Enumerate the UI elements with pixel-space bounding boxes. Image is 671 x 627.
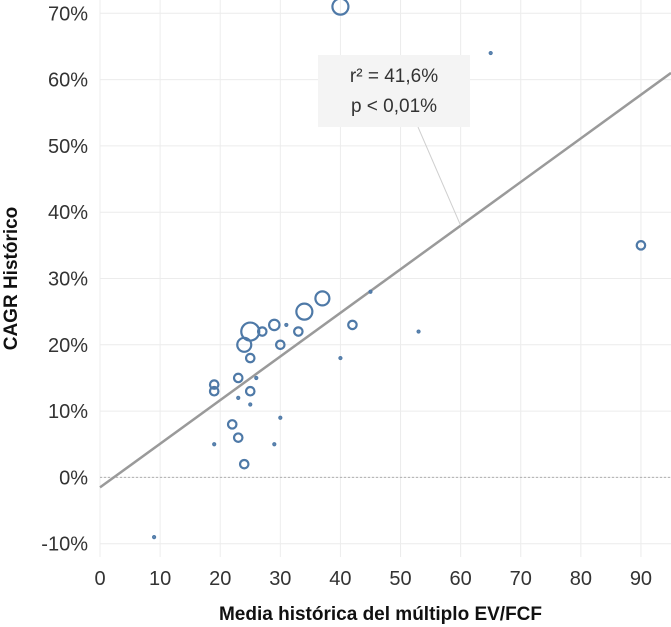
data-point (331, 0, 350, 16)
y-tick-label: 40% (48, 202, 88, 224)
y-tick-label: 50% (48, 136, 88, 158)
data-point (635, 240, 647, 251)
y-tick-label: 0% (59, 467, 88, 489)
data-point (212, 442, 217, 447)
data-point (232, 372, 244, 384)
data-point (338, 355, 343, 361)
annotation-background (318, 55, 470, 127)
x-tick-label: 40 (329, 568, 351, 590)
data-point (151, 535, 157, 540)
data-point (232, 432, 244, 443)
data-point (238, 458, 250, 470)
y-axis-ticks: -10% 0% 10% 20% 30% 40% 50% 60% 70% (41, 3, 88, 555)
data-point (368, 289, 373, 294)
x-tick-label: 80 (570, 568, 592, 590)
data-point (293, 326, 304, 337)
data-point (314, 290, 331, 307)
data-point (254, 375, 259, 381)
trend-line (99, 71, 671, 489)
x-axis-title: Media histórica del múltiplo EV/FCF (219, 604, 542, 625)
data-point (275, 339, 286, 351)
data-point (208, 385, 220, 397)
x-tick-label: 90 (630, 568, 652, 590)
annotation-line: r² = 41,6% (350, 66, 438, 87)
data-point (284, 322, 289, 328)
annotation-leader-line (417, 126, 462, 226)
data-point (244, 385, 256, 397)
data-point (347, 319, 358, 331)
x-tick-label: 50 (389, 568, 411, 590)
data-point (268, 318, 281, 332)
y-tick-label: 60% (48, 70, 88, 92)
x-tick-label: 0 (94, 568, 105, 590)
x-tick-label: 30 (269, 568, 291, 590)
data-point (256, 326, 268, 337)
data-point (244, 352, 256, 364)
data-point (295, 302, 314, 321)
data-point (488, 50, 493, 56)
y-tick-label: -10% (41, 534, 88, 556)
y-tick-label: 10% (48, 401, 88, 423)
data-point (226, 419, 238, 430)
x-tick-label: 60 (450, 568, 472, 590)
data-point (236, 395, 241, 400)
y-axis-title: CAGR Histórico (1, 207, 22, 351)
annotation-box: r² = 41,6% p < 0,01% (318, 55, 470, 127)
x-tick-label: 10 (149, 568, 171, 590)
y-tick-label: 20% (48, 335, 88, 357)
data-point (236, 336, 253, 353)
x-tick-label: 20 (209, 568, 231, 590)
data-point (278, 415, 283, 420)
y-tick-label: 30% (48, 269, 88, 291)
data-point (416, 329, 421, 334)
data-point (208, 379, 220, 390)
data-points (151, 0, 647, 540)
data-point (272, 442, 277, 447)
annotation-line: p < 0,01% (351, 96, 437, 117)
x-tick-label: 70 (510, 568, 532, 590)
grid-lines (99, 0, 671, 557)
data-point (248, 402, 253, 407)
y-tick-label: 70% (48, 3, 88, 25)
x-axis-ticks: 0 10 20 30 40 50 60 70 80 90 (94, 568, 652, 590)
